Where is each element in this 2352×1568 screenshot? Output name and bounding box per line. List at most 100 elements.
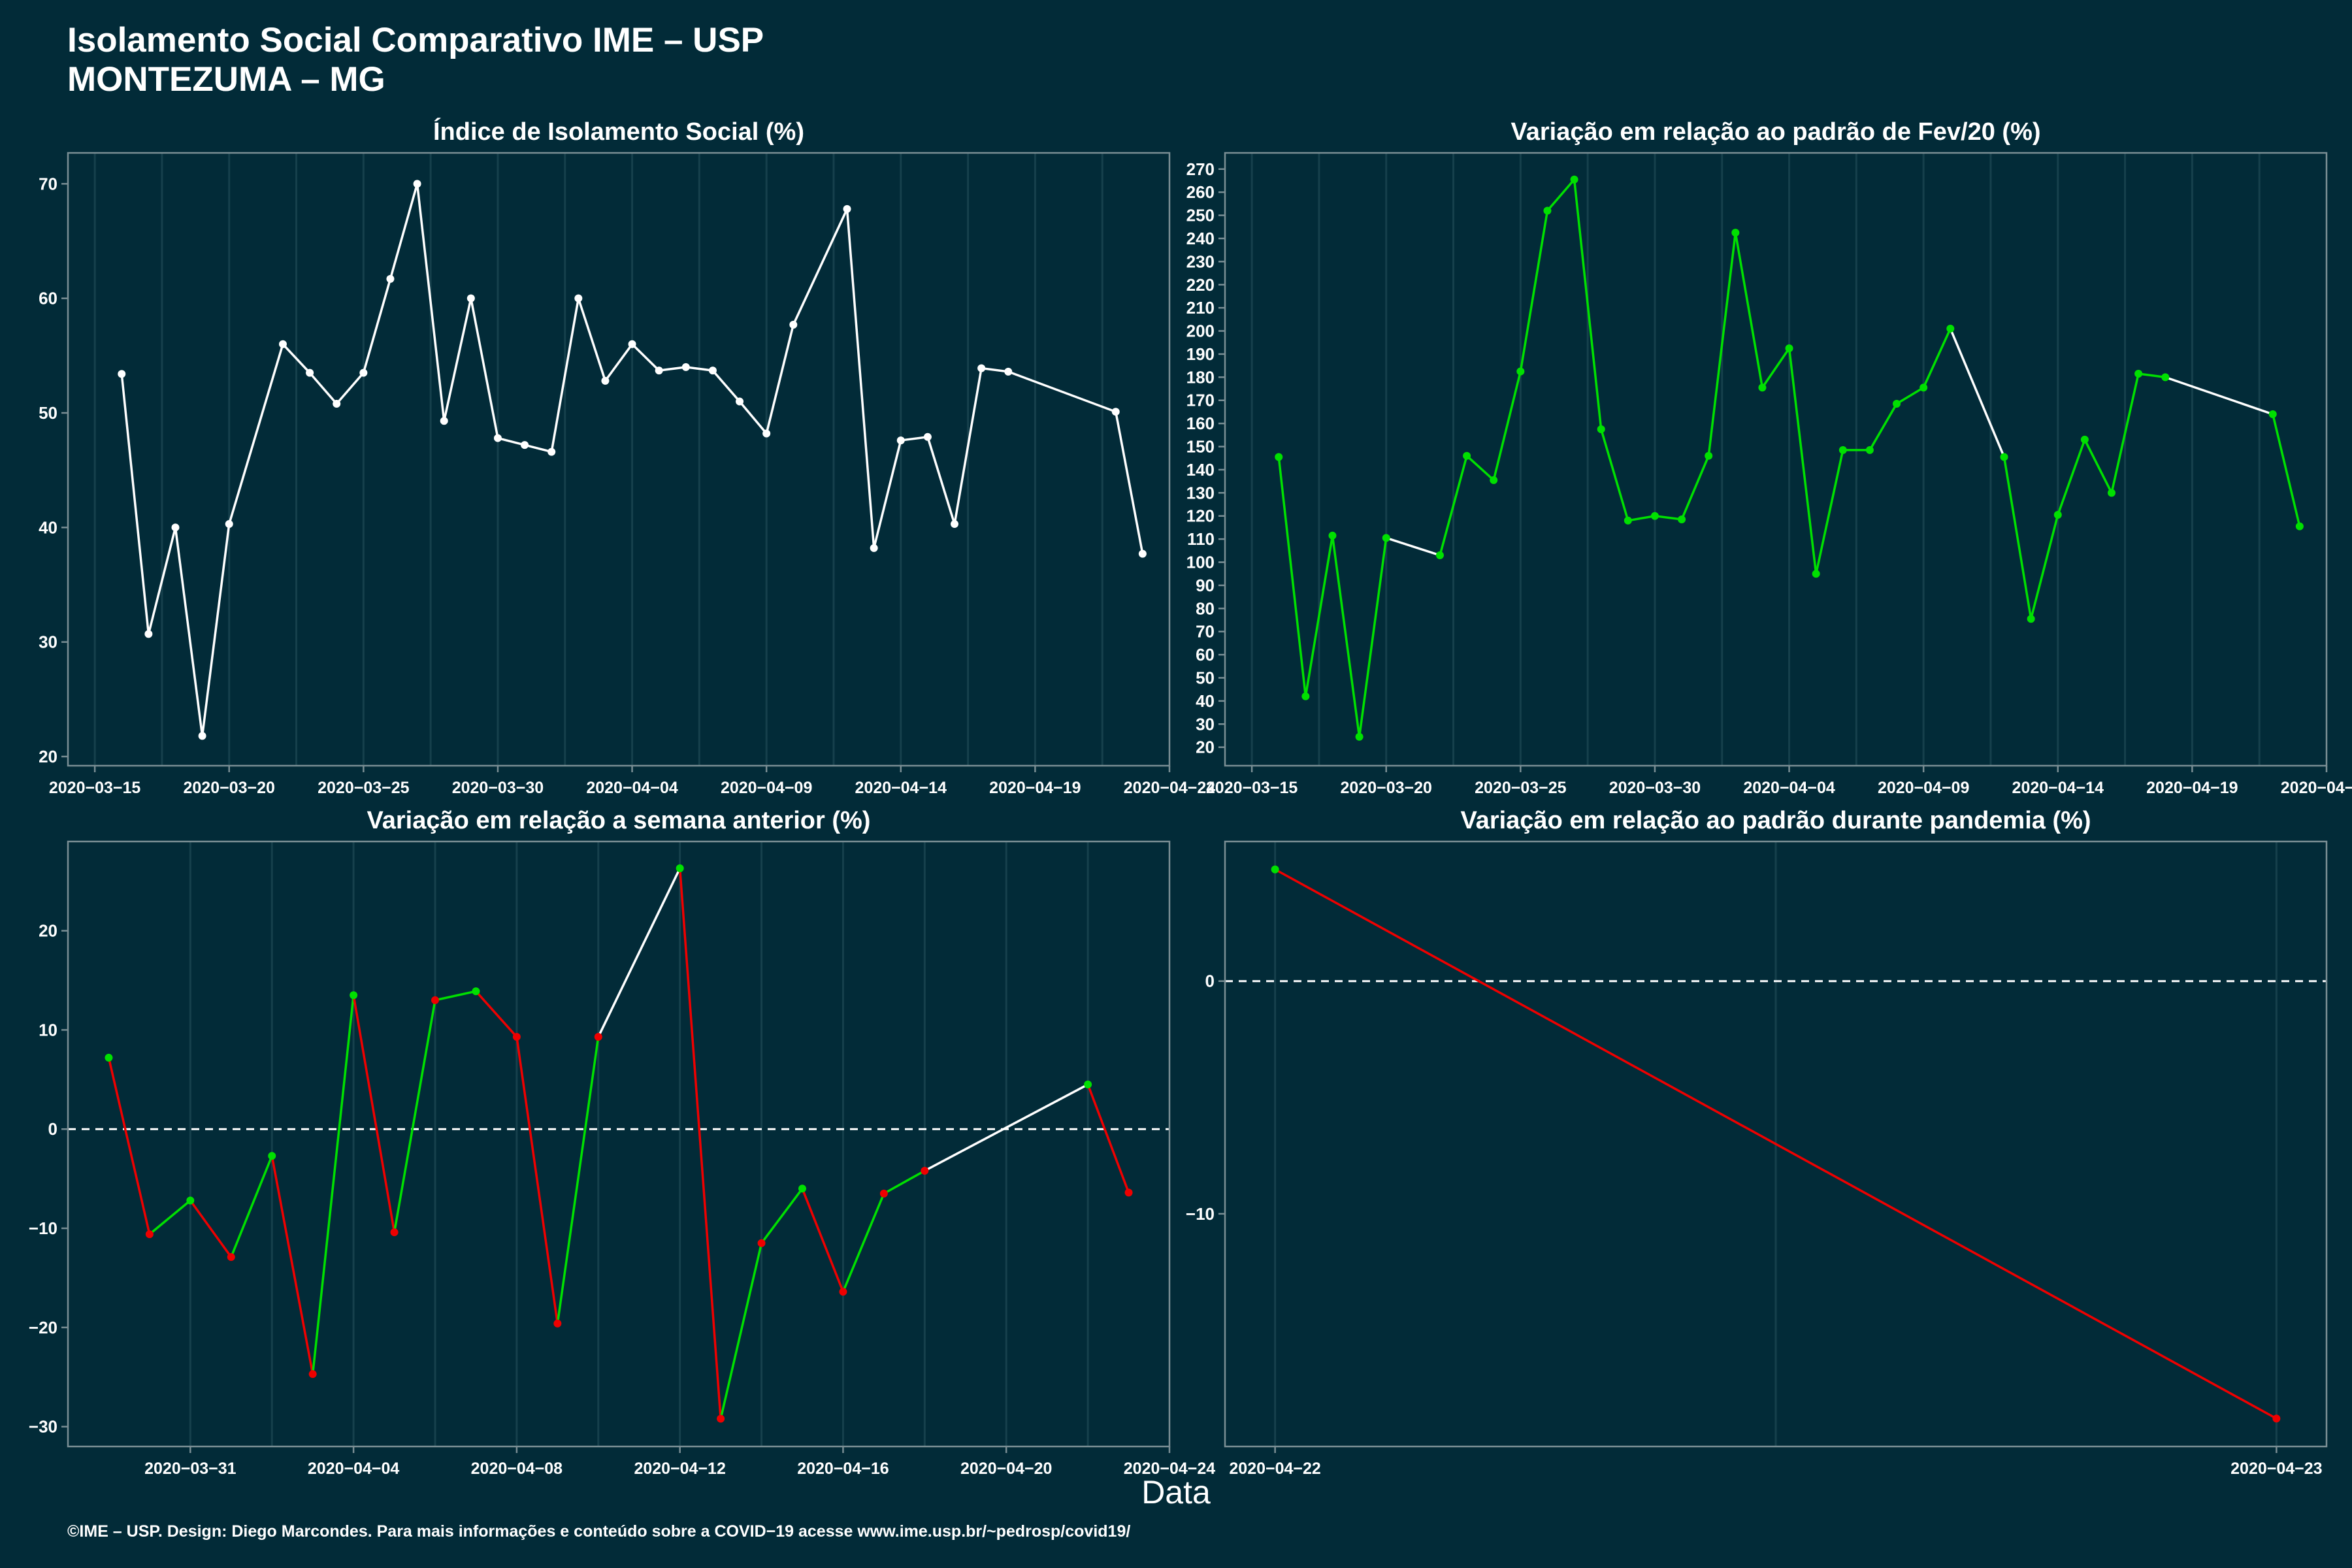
series-segment — [1086, 1084, 1130, 1194]
series-segment — [1654, 514, 1682, 521]
data-point — [789, 320, 798, 329]
data-point — [977, 364, 986, 372]
series-segment — [1734, 232, 1764, 388]
data-point — [843, 204, 851, 213]
series-segment — [1007, 370, 1117, 413]
series-segment — [1573, 179, 1603, 430]
y-tick-label: 230 — [1186, 252, 1215, 271]
series-segment — [434, 990, 476, 1002]
series-segment — [270, 1155, 314, 1375]
y-tick-label: 20 — [39, 747, 57, 766]
y-tick-label: 170 — [1186, 391, 1215, 410]
series-segment — [393, 1000, 436, 1233]
data-point — [951, 520, 959, 529]
series-segment — [685, 366, 713, 372]
series-segment — [2083, 439, 2113, 494]
series-segment — [189, 1200, 233, 1258]
y-tick-label: 220 — [1186, 275, 1215, 295]
series-segment — [2029, 514, 2059, 619]
data-point — [440, 417, 448, 425]
data-point — [413, 180, 421, 188]
series-segment — [760, 1188, 804, 1244]
x-tick-label: 2020−04−19 — [989, 779, 1081, 797]
data-point — [386, 274, 395, 283]
data-point — [1946, 325, 1955, 333]
data-point — [359, 368, 368, 377]
data-point — [839, 1288, 847, 1296]
data-point — [390, 1228, 399, 1237]
data-point — [186, 1196, 195, 1205]
data-point — [1271, 865, 1279, 874]
series-segment — [678, 868, 722, 1419]
series-segment — [352, 994, 396, 1233]
y-tick-label: 60 — [1196, 645, 1215, 664]
data-point — [601, 376, 610, 385]
x-tick-label: 2020−04−14 — [2012, 779, 2104, 797]
x-tick-label: 2020−03−15 — [49, 779, 141, 797]
panel-border — [1224, 840, 2328, 1448]
y-tick-label: 130 — [1186, 483, 1215, 502]
x-tick-label: 2020−04−04 — [1743, 779, 1835, 797]
y-tick-label: 70 — [39, 174, 57, 193]
y-tick-label: 180 — [1186, 367, 1215, 387]
series-segment — [362, 278, 392, 374]
data-point — [708, 367, 717, 375]
data-point — [512, 1033, 521, 1041]
data-point — [145, 1230, 154, 1239]
x-tick-label: 2020−03−25 — [1475, 779, 1567, 797]
data-point — [1084, 1080, 1092, 1088]
panel-title: Variação em relação ao padrão durante pa… — [1460, 807, 2091, 834]
series-segment — [497, 436, 525, 446]
series-segment — [631, 343, 660, 372]
series-segment — [1331, 535, 1361, 737]
data-point — [1355, 732, 1364, 741]
series-segment — [2057, 439, 2086, 515]
y-tick-label: 40 — [1196, 691, 1215, 711]
y-tick-label: 240 — [1186, 229, 1215, 248]
series-segment — [2002, 457, 2033, 619]
series-segment — [1465, 455, 1495, 482]
data-point — [923, 433, 932, 441]
x-tick-label: 2020−03−25 — [318, 779, 410, 797]
x-tick-label: 2020−03−30 — [452, 779, 544, 797]
data-point — [921, 1166, 929, 1175]
series-segment — [120, 374, 150, 634]
data-point — [681, 363, 690, 371]
series-segment — [515, 1036, 559, 1324]
series-segment — [1949, 328, 2006, 458]
data-point — [1275, 453, 1283, 461]
series-segment — [872, 440, 902, 549]
panel-border — [67, 152, 1171, 767]
data-point — [1382, 534, 1390, 542]
series-segment — [2138, 372, 2166, 379]
x-tick-label: 2020−04−09 — [1878, 779, 1969, 797]
series-segment — [738, 400, 768, 434]
x-tick-label: 2020−03−20 — [184, 779, 275, 797]
data-point — [1004, 367, 1013, 376]
data-point — [798, 1184, 806, 1193]
chart-panel-3: Variação em relação a semana anterior (%… — [29, 807, 1215, 1478]
series-segment — [1814, 449, 1844, 574]
series-segment — [1922, 328, 1952, 388]
y-tick-label: 70 — [1196, 622, 1215, 642]
series-segment — [107, 1057, 151, 1235]
panel-title: Variação em relação a semana anterior (%… — [367, 807, 871, 834]
data-point — [308, 1370, 317, 1379]
data-point — [2272, 1414, 2281, 1423]
y-tick-label: 0 — [1205, 972, 1215, 991]
series-segment — [147, 527, 177, 634]
x-tick-label: 2020−03−31 — [144, 1460, 237, 1478]
data-point — [547, 448, 556, 456]
series-segment — [1546, 178, 1575, 212]
figure-subtitle: MONTEZUMA – MG — [67, 60, 385, 99]
y-tick-label: 100 — [1186, 553, 1215, 572]
x-tick-label: 2020−04−20 — [960, 1460, 1052, 1478]
data-point — [105, 1053, 113, 1062]
data-point — [1435, 551, 1444, 559]
series-segment — [1680, 455, 1710, 520]
y-tick-label: 160 — [1186, 414, 1215, 433]
series-segment — [1707, 232, 1737, 456]
data-point — [2000, 453, 2008, 461]
series-segment — [148, 1200, 191, 1235]
